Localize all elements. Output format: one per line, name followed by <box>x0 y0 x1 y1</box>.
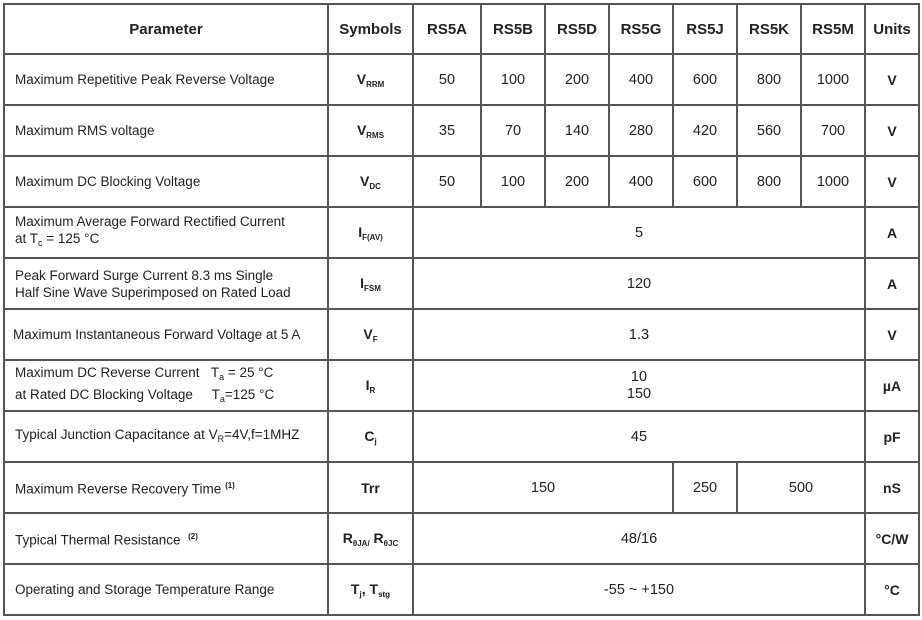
param-cell: Maximum Reverse Recovery Time (1) <box>3 461 329 514</box>
value-cell: 45 <box>412 410 866 463</box>
param-cell: Maximum Repetitive Peak Reverse Voltage <box>3 53 329 106</box>
value-cell: 35 <box>412 104 482 157</box>
table-row: Operating and Storage Temperature Range … <box>3 563 920 616</box>
header-symbols: Symbols <box>327 3 414 55</box>
unit-cell: V <box>864 155 920 208</box>
param-cell: Typical Thermal Resistance (2) <box>3 512 329 565</box>
value-cell: 1.3 <box>412 308 866 361</box>
symbol-cell: Tj, Tstg <box>327 563 414 616</box>
value-cell: 600 <box>672 155 738 208</box>
value-cell: 400 <box>608 155 674 208</box>
unit-cell: °C/W <box>864 512 920 565</box>
table-row: Maximum DC Reverse Current Ta = 25 °C at … <box>3 359 920 412</box>
value-cell: 250 <box>672 461 738 514</box>
symbol-cell: VRRM <box>327 53 414 106</box>
value-cell: 5 <box>412 206 866 259</box>
symbol-cell: IR <box>327 359 414 412</box>
value-cell: 100 <box>480 155 546 208</box>
value-cell: 420 <box>672 104 738 157</box>
param-cell: Operating and Storage Temperature Range <box>3 563 329 616</box>
value-cell: 120 <box>412 257 866 310</box>
param-cell: Peak Forward Surge Current 8.3 ms Single… <box>3 257 329 310</box>
symbol-cell: VRMS <box>327 104 414 157</box>
unit-cell: nS <box>864 461 920 514</box>
value-cell: 800 <box>736 155 802 208</box>
table-row: Maximum Reverse Recovery Time (1) Trr 15… <box>3 461 920 514</box>
table-row: Maximum Repetitive Peak Reverse Voltage … <box>3 53 920 106</box>
unit-cell: V <box>864 308 920 361</box>
value-cell: 10 150 <box>412 359 866 412</box>
value-cell: 140 <box>544 104 610 157</box>
value-cell: 600 <box>672 53 738 106</box>
param-cell: Maximum Instantaneous Forward Voltage at… <box>3 308 329 361</box>
table-row: Maximum RMS voltage VRMS 35 70 140 280 4… <box>3 104 920 157</box>
unit-cell: A <box>864 257 920 310</box>
symbol-cell: RθJA/ RθJC <box>327 512 414 565</box>
value-cell: 1000 <box>800 155 866 208</box>
table-row: Typical Thermal Resistance (2) RθJA/ RθJ… <box>3 512 920 565</box>
value-cell: 150 <box>412 461 674 514</box>
header-model: RS5D <box>544 3 610 55</box>
header-model: RS5G <box>608 3 674 55</box>
value-cell: 280 <box>608 104 674 157</box>
value-cell: 700 <box>800 104 866 157</box>
value-cell: -55 ~ +150 <box>412 563 866 616</box>
unit-cell: A <box>864 206 920 259</box>
header-model: RS5M <box>800 3 866 55</box>
value-cell: 200 <box>544 53 610 106</box>
value-cell: 100 <box>480 53 546 106</box>
value-cell: 500 <box>736 461 866 514</box>
value-cell: 48/16 <box>412 512 866 565</box>
table-row: Maximum Instantaneous Forward Voltage at… <box>3 308 920 361</box>
ratings-table: Parameter Symbols RS5A RS5B RS5D RS5G RS… <box>3 3 920 616</box>
table-row: Peak Forward Surge Current 8.3 ms Single… <box>3 257 920 310</box>
footnote-ref: (1) <box>225 481 235 491</box>
header-model: RS5B <box>480 3 546 55</box>
unit-cell: °C <box>864 563 920 616</box>
unit-cell: µA <box>864 359 920 412</box>
unit-cell: V <box>864 53 920 106</box>
param-cell: Maximum Average Forward Rectified Curren… <box>3 206 329 259</box>
value-cell: 200 <box>544 155 610 208</box>
header-model: RS5J <box>672 3 738 55</box>
header-parameter: Parameter <box>3 3 329 55</box>
param-cell: Typical Junction Capacitance at VR=4V,f=… <box>3 410 329 463</box>
symbol-cell: Trr <box>327 461 414 514</box>
header-model: RS5A <box>412 3 482 55</box>
value-cell: 800 <box>736 53 802 106</box>
value-cell: 400 <box>608 53 674 106</box>
symbol-cell: VF <box>327 308 414 361</box>
header-units: Units <box>864 3 920 55</box>
footnote-ref: (2) <box>188 532 198 542</box>
symbol-cell: IFSM <box>327 257 414 310</box>
header-model: RS5K <box>736 3 802 55</box>
param-cell: Maximum DC Reverse Current Ta = 25 °C at … <box>3 359 329 412</box>
table-row: Maximum Average Forward Rectified Curren… <box>3 206 920 259</box>
symbol-cell: IF(AV) <box>327 206 414 259</box>
param-cell: Maximum RMS voltage <box>3 104 329 157</box>
value-cell: 50 <box>412 155 482 208</box>
table-row: Typical Junction Capacitance at VR=4V,f=… <box>3 410 920 463</box>
symbol-cell: Cj <box>327 410 414 463</box>
header-row: Parameter Symbols RS5A RS5B RS5D RS5G RS… <box>3 3 920 55</box>
symbol-cell: VDC <box>327 155 414 208</box>
value-cell: 50 <box>412 53 482 106</box>
param-cell: Maximum DC Blocking Voltage <box>3 155 329 208</box>
table-row: Maximum DC Blocking Voltage VDC 50 100 2… <box>3 155 920 208</box>
value-cell: 1000 <box>800 53 866 106</box>
unit-cell: V <box>864 104 920 157</box>
value-cell: 560 <box>736 104 802 157</box>
value-cell: 70 <box>480 104 546 157</box>
unit-cell: pF <box>864 410 920 463</box>
